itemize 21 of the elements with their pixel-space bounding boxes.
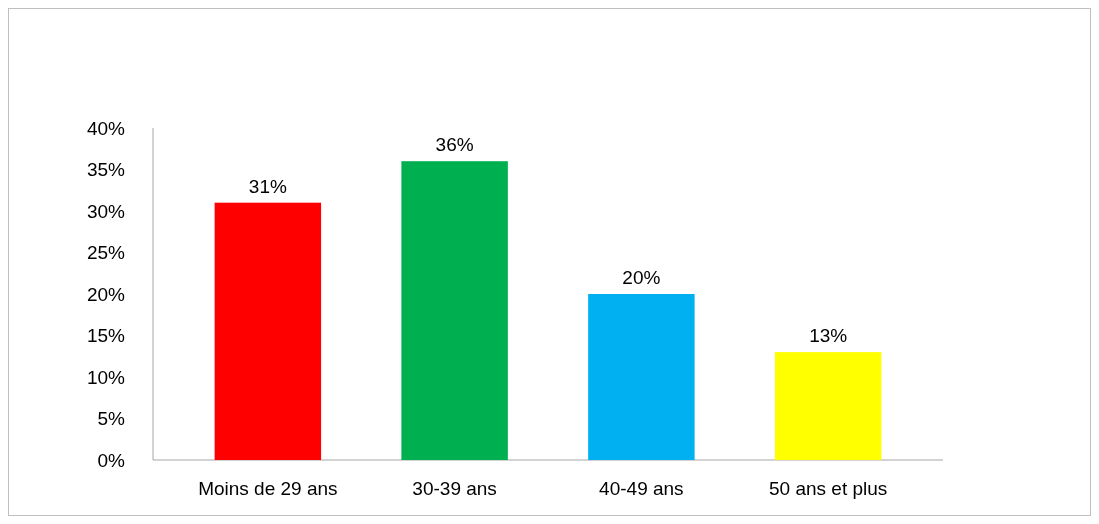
y-tick-label: 5% [97, 408, 126, 430]
x-tick-label: 50 ans et plus [768, 478, 888, 499]
y-tick-label: 30% [86, 200, 126, 222]
data-label: 20% [622, 267, 661, 288]
bar [774, 352, 882, 460]
x-tick-label: Moins de 29 ans [198, 478, 338, 499]
bar [214, 202, 322, 460]
y-tick-label: 0% [97, 449, 126, 471]
data-label: 36% [435, 134, 474, 156]
y-tick-label: 10% [86, 366, 126, 388]
bar [588, 294, 695, 460]
data-label: 13% [809, 325, 848, 347]
y-tick-label: 35% [86, 159, 126, 181]
y-tick-label: 40% [86, 117, 126, 139]
y-tick-label: 15% [86, 325, 126, 347]
y-tick-label: 20% [86, 283, 126, 305]
y-tick-label: 25% [86, 242, 126, 264]
bar [401, 161, 508, 460]
data-label: 31% [248, 175, 287, 197]
x-tick-label: 30-39 ans [412, 478, 497, 499]
x-tick-label: 40-49 ans [599, 478, 684, 499]
